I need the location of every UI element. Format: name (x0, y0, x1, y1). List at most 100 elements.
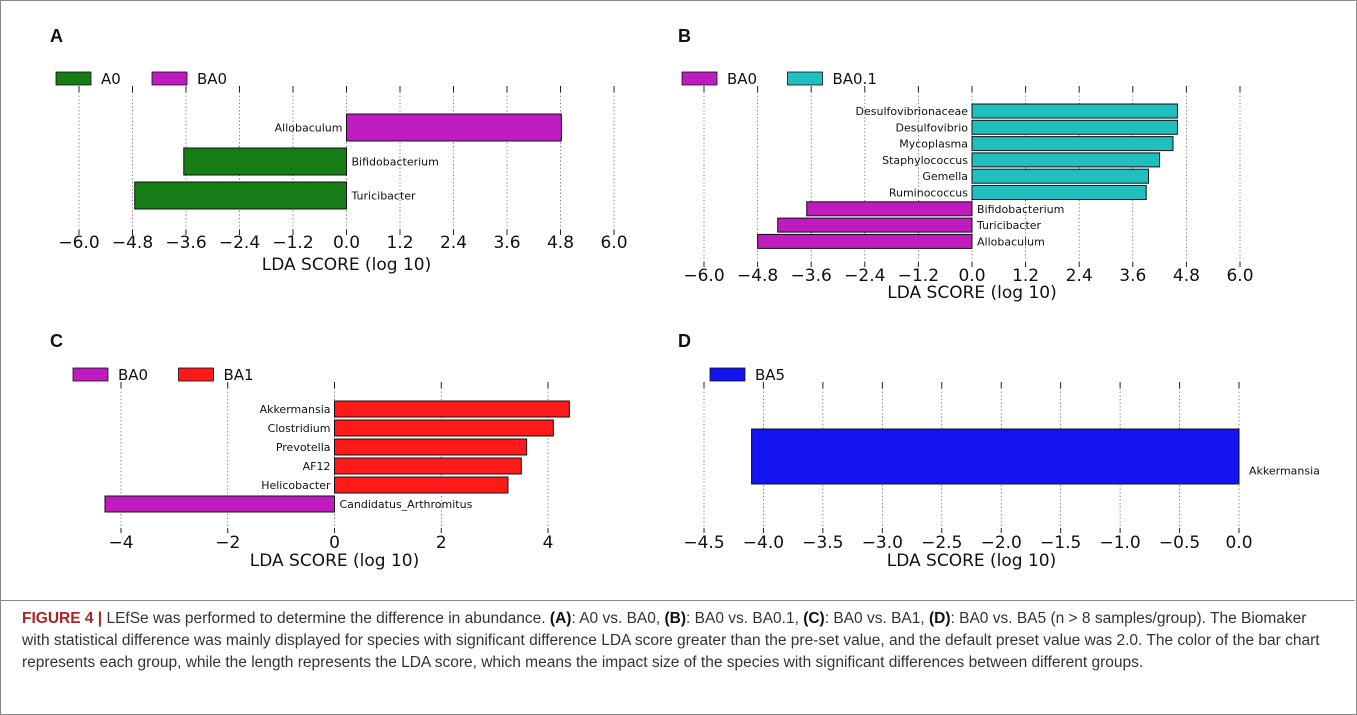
panel-letter-d: D (678, 331, 691, 351)
bar-label: Gemella (922, 170, 968, 183)
tick-label: −3.6 (165, 233, 206, 253)
bar (971, 136, 1174, 152)
caption-text: : A0 vs. BA0, (571, 610, 665, 627)
tick-label: 0 (329, 533, 340, 553)
tick-label: −4.5 (683, 533, 724, 553)
bar-label: Staphylococcus (882, 154, 968, 167)
tick-label: 0.0 (1225, 533, 1252, 553)
bar-label: Bifidobacterium (352, 156, 439, 169)
bar (971, 119, 1178, 135)
bar-label: Candidatus_Arthromitus (340, 498, 473, 511)
caption-divider (0, 600, 1355, 601)
caption-text: : BA0 vs. BA5 (n > 8 samples/group). The… (22, 610, 1320, 671)
bar-label: Turicibacter (976, 219, 1042, 232)
tick-label: −1.2 (898, 266, 939, 286)
panel-letter-c: C (50, 331, 63, 351)
tick-label: −1.5 (1040, 533, 1081, 553)
bar (971, 185, 1147, 200)
caption-text: LEfSe was performed to determine the dif… (102, 610, 550, 627)
x-axis-label: LDA SCORE (log 10) (250, 551, 420, 571)
bar-label: Clostridium (268, 422, 331, 435)
tick-label: 6.0 (600, 233, 627, 253)
bar-label: Akkermansia (1249, 465, 1320, 478)
caption-text: : BA0 vs. BA1, (824, 610, 929, 627)
tick-label: 2.4 (1066, 266, 1093, 286)
tick-label: −3.5 (802, 533, 843, 553)
legend-swatch-ba0 (72, 367, 109, 382)
bar (346, 113, 562, 142)
panel-letter-b: B (678, 26, 691, 46)
caption-panel-ref: (B) (664, 610, 687, 627)
legend-label: BA1 (224, 366, 254, 384)
tick-label: −4.0 (743, 533, 784, 553)
bar-label: AF12 (303, 460, 331, 473)
x-axis-label: LDA SCORE (log 10) (887, 283, 1057, 303)
bar (971, 103, 1178, 119)
caption-panel-ref: (C) (803, 610, 825, 627)
tick-label: −4.8 (737, 266, 778, 286)
bar (971, 168, 1149, 184)
tick-label: 1.2 (1012, 266, 1039, 286)
figure-caption: FIGURE 4 | LEfSe was performed to determ… (22, 608, 1334, 674)
tick-label: −2.4 (844, 266, 885, 286)
bar (334, 419, 554, 437)
tick-label: 4 (543, 533, 554, 553)
tick-label: −2.0 (981, 533, 1022, 553)
bar-label: Allobaculum (977, 235, 1045, 248)
tick-label: −6.0 (58, 233, 99, 253)
bar (334, 400, 570, 418)
caption-panel-ref: (A) (549, 610, 572, 627)
tick-label: 2.4 (440, 233, 467, 253)
bar-label: Desulfovibrio (896, 121, 969, 134)
caption-text: : BA0 vs. BA0.1, (686, 610, 804, 627)
bar (104, 495, 335, 513)
bar (971, 152, 1161, 168)
legend-label: BA0 (197, 70, 227, 88)
legend-label: A0 (101, 70, 121, 88)
chart-panel-b: BA0 BA0.1 −6.0 −4.8 −3.6 −2.4 −1.2 0.0 1.2 2.4 3.6… (681, 70, 1254, 303)
bar (183, 147, 347, 176)
bar-label: Helicobacter (261, 479, 331, 492)
lefse-charts: A0 BA0 −6.0 −4.8 −3.6 −2.4 −1.2 0.0 1.2 2.4 3.6 4.8… (55, 70, 1320, 571)
chart-panel-c: BA0 BA1 −4 −2 0 2 4 Akkermansia Clostridium Prevo… (72, 366, 570, 571)
tick-label: 3.6 (493, 233, 520, 253)
legend-label: BA0 (118, 366, 148, 384)
bar-label: Turicibacter (351, 190, 417, 203)
tick-label: −1.0 (1099, 533, 1140, 553)
legend-label: BA0.1 (833, 70, 877, 88)
bar-label: Bifidobacterium (977, 203, 1064, 216)
legend-swatch-ba1 (178, 367, 214, 382)
tick-label: −2.5 (921, 533, 962, 553)
bar-label: Prevotella (276, 441, 331, 454)
bar (757, 233, 973, 249)
bar (751, 428, 1240, 485)
legend-label: BA5 (755, 366, 785, 384)
bar-label: Akkermansia (260, 403, 331, 416)
tick-label: −4 (108, 533, 133, 553)
bar (334, 476, 509, 494)
x-axis-label: LDA SCORE (log 10) (887, 551, 1057, 571)
legend-swatch-ba0 (151, 71, 188, 86)
figure-label: FIGURE 4 | (22, 610, 103, 627)
bar-label: Ruminococcus (889, 187, 968, 200)
chart-panel-a: A0 BA0 −6.0 −4.8 −3.6 −2.4 −1.2 0.0 1.2 2.4 3.6 4.8… (55, 70, 628, 275)
bar (777, 217, 973, 233)
tick-label: −4.8 (112, 233, 153, 253)
tick-label: 0.0 (333, 233, 360, 253)
tick-label: 1.2 (386, 233, 413, 253)
legend-swatch-ba0 (681, 71, 718, 86)
tick-label: −2 (215, 533, 240, 553)
tick-label: 4.8 (547, 233, 574, 253)
bar (334, 438, 528, 456)
tick-label: 4.8 (1173, 266, 1200, 286)
x-axis-label: LDA SCORE (log 10) (262, 255, 432, 275)
bar (806, 201, 973, 217)
legend-swatch-ba0.1 (787, 71, 823, 86)
tick-label: −3.6 (791, 266, 832, 286)
bar-label: Desulfovibrionaceae (856, 105, 969, 118)
bar (134, 181, 347, 210)
tick-label: −3.0 (862, 533, 903, 553)
panel-letter-a: A (50, 26, 63, 46)
legend-label: BA0 (727, 70, 757, 88)
legend-swatch-a0 (55, 71, 92, 86)
